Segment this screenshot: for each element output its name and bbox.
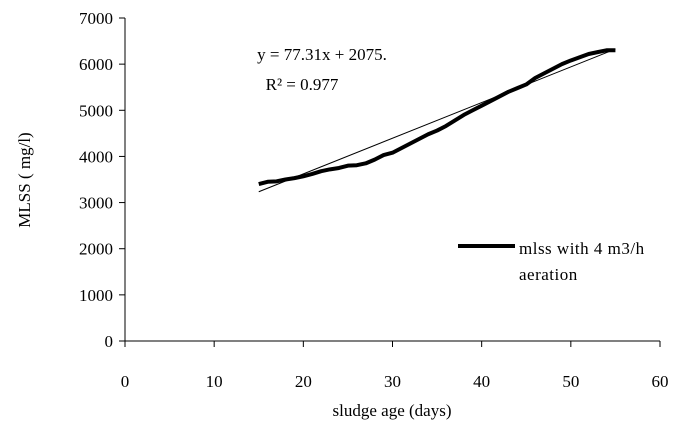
x-tick-label: 10 [206, 372, 223, 391]
y-tick-label: 5000 [79, 101, 113, 120]
y-tick-label: 2000 [79, 240, 113, 259]
y-tick-label: 0 [105, 332, 114, 351]
y-axis-title: MLSS ( mg/l) [15, 132, 34, 227]
data-line [258, 48, 616, 187]
y-tick-label: 4000 [79, 147, 113, 166]
x-tick-label: 0 [121, 372, 130, 391]
trend-r-squared: R² = 0.977 [266, 75, 339, 94]
x-tick-label: 40 [473, 372, 490, 391]
x-axis-title: sludge age (days) [333, 401, 452, 420]
legend-label: mlss with 4 m3/h aeration [519, 239, 645, 284]
trend-line [258, 48, 616, 193]
trend-equation: y = 77.31x + 2075. [257, 45, 387, 64]
x-tick-label: 50 [562, 372, 579, 391]
x-tick-label: 60 [652, 372, 669, 391]
x-tick-label: 30 [384, 372, 401, 391]
y-tick-label: 3000 [79, 194, 113, 213]
y-tick-label: 7000 [79, 9, 113, 28]
x-tick-label: 20 [295, 372, 312, 391]
y-tick-label: 1000 [79, 286, 113, 305]
y-tick-label: 6000 [79, 55, 113, 74]
